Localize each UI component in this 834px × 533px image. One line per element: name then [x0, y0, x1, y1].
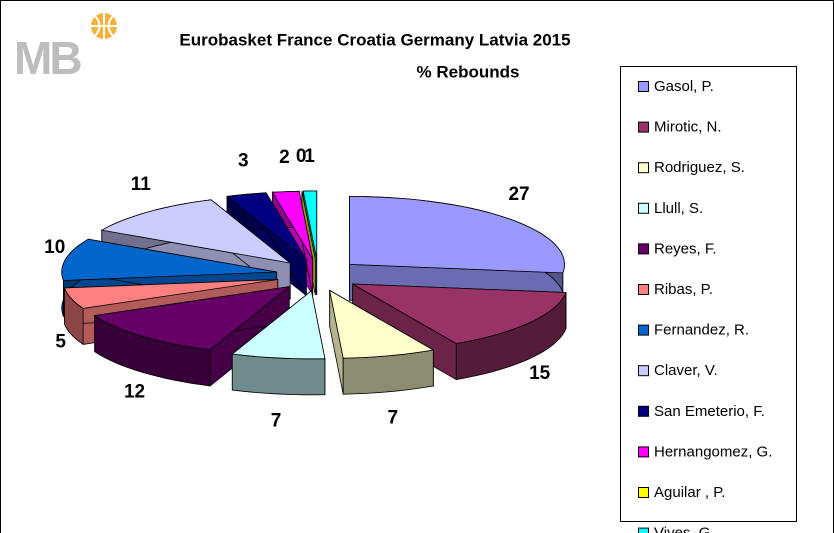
slice-top: [352, 283, 567, 345]
pie: 27 15 7 7 12 5 10 11 3 2 01: [44, 146, 567, 432]
legend-swatch: [638, 284, 649, 295]
legend-label: Gasol, P.: [654, 78, 714, 95]
slice-top: [61, 238, 277, 281]
legend-label: Llull, S.: [654, 200, 703, 217]
logo: MB: [14, 13, 117, 84]
legend-swatch: [638, 446, 649, 458]
data-label: 7: [387, 408, 398, 429]
logo-text: MB: [14, 32, 81, 84]
legend-swatch: [638, 121, 649, 133]
slice-top: [63, 279, 278, 309]
legend-swatch: [638, 202, 649, 214]
data-label: 2: [279, 147, 290, 168]
data-label: 5: [55, 331, 66, 352]
data-label: 1: [304, 146, 315, 167]
legend-label: Hernangomez, G.: [654, 443, 772, 460]
legend-swatch: [638, 527, 649, 533]
data-label: 12: [124, 382, 145, 403]
data-label: 3: [238, 150, 249, 171]
slice-top: [302, 190, 318, 260]
legend-label: Reyes, F.: [654, 240, 717, 257]
legend-swatch: [638, 365, 649, 377]
chart-title: Eurobasket France Croatia Germany Latvia…: [179, 30, 570, 49]
chart-subtitle: % Rebounds: [417, 62, 520, 81]
pie-slice: [231, 289, 326, 396]
legend-label: Fernandez, R.: [654, 322, 749, 339]
legend-swatch: [638, 81, 649, 92]
data-label: 11: [131, 174, 152, 195]
slice-top: [100, 199, 291, 264]
data-label: 27: [508, 184, 529, 205]
legend-label: Ribas, P.: [654, 281, 713, 298]
legend-swatch: [638, 405, 649, 417]
slice-top: [93, 286, 291, 351]
data-label: 0: [296, 146, 307, 167]
legend-label: Claver, V.: [654, 362, 718, 379]
legend-label: Mirotic, N.: [654, 119, 722, 136]
legend-box: [620, 66, 797, 522]
legend-swatch: [638, 487, 649, 498]
data-label: 10: [44, 237, 65, 258]
legend-swatch: [638, 243, 649, 255]
legend: Gasol, P. Mirotic, N. Rodriguez, S. Llull, …: [638, 78, 772, 533]
slice-top: [226, 192, 307, 260]
pie-slice: [329, 289, 435, 395]
slice-top: [231, 290, 326, 360]
legend-label: Vives, G.: [654, 525, 715, 533]
slice-wall: [231, 353, 326, 396]
legend-swatch: [638, 324, 649, 336]
legend-label: Rodriguez, S.: [654, 159, 745, 176]
legend-swatch: [638, 162, 649, 174]
slice-top: [349, 195, 565, 274]
pie-slice: [93, 285, 291, 387]
data-label: 7: [271, 411, 282, 432]
legend-label: San Emeterio, F.: [654, 403, 765, 420]
slice-top: [329, 289, 435, 359]
legend-label: Aguilar , P.: [654, 484, 725, 501]
data-label: 15: [529, 363, 551, 384]
slice-top: [271, 190, 314, 260]
